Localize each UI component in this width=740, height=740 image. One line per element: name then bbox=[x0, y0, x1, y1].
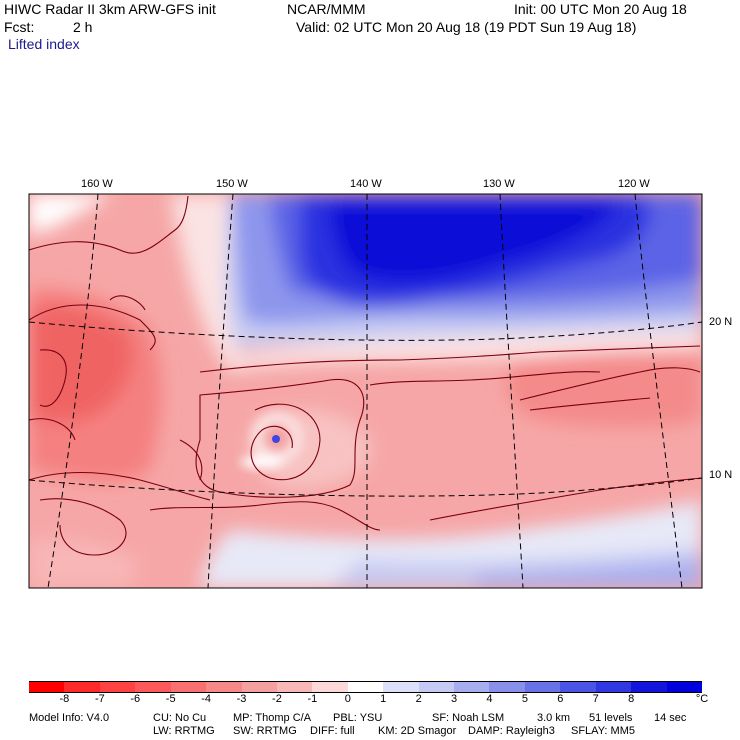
lon-label-160w: 160 W bbox=[81, 178, 113, 190]
colorbar-tick-label: 4 bbox=[486, 693, 493, 705]
model-info-item: SFLAY: MM5 bbox=[571, 725, 635, 737]
lat-label-20n: 20 N bbox=[709, 316, 733, 328]
colorbar-tick-label: 8 bbox=[628, 693, 635, 705]
model-info-item: SF: Noah LSM bbox=[432, 712, 505, 724]
map-field bbox=[29, 194, 702, 588]
model-info-item: 14 sec bbox=[654, 712, 687, 724]
colorbar-unit: °C bbox=[695, 693, 709, 705]
colorbar-tick-label: 2 bbox=[415, 693, 422, 705]
colorbar-tick-label: 7 bbox=[592, 693, 599, 705]
lon-label-140w: 140 W bbox=[350, 178, 382, 190]
graticule bbox=[29, 194, 702, 588]
colorbar-tick-label: -1 bbox=[307, 693, 318, 705]
colorbar-cell bbox=[312, 681, 349, 693]
header-fcst-value: 2 h bbox=[73, 19, 93, 35]
colorbar-cell bbox=[595, 681, 632, 693]
colorbar-cell bbox=[631, 681, 668, 693]
colorbar-tick-label: 6 bbox=[557, 693, 564, 705]
model-info-item: LW: RRTMG bbox=[153, 725, 215, 737]
model-info-item: 51 levels bbox=[589, 712, 633, 724]
colorbar-cell bbox=[29, 681, 65, 693]
storm-eye bbox=[272, 435, 280, 443]
colorbar-cell bbox=[135, 681, 172, 693]
colorbar-tick-label: 5 bbox=[521, 693, 528, 705]
header-fcst-label: Fcst: bbox=[4, 19, 35, 35]
header-org: NCAR/MMM bbox=[287, 1, 366, 17]
colorbar-cell bbox=[170, 681, 207, 693]
colorbar-tick-label: -3 bbox=[236, 693, 247, 705]
model-info-item: CU: No Cu bbox=[153, 712, 207, 724]
colorbar-cell bbox=[489, 681, 526, 693]
header-init: Init: 00 UTC Mon 20 Aug 18 bbox=[514, 1, 687, 17]
colorbar-cell bbox=[524, 681, 561, 693]
colorbar-cell bbox=[560, 681, 597, 693]
colorbar-cell bbox=[383, 681, 420, 693]
colorbar-tick-label: -8 bbox=[59, 693, 70, 705]
colorbar-tick-label: 0 bbox=[344, 693, 351, 705]
header-title: HIWC Radar II 3km ARW-GFS init bbox=[4, 1, 216, 17]
model-info-item: DAMP: Rayleigh3 bbox=[468, 725, 555, 737]
lat-label-10n: 10 N bbox=[709, 469, 733, 481]
colorbar-tick-label: -4 bbox=[201, 693, 211, 705]
colorbar-cell bbox=[64, 681, 101, 693]
model-info-item: SW: RRTMG bbox=[233, 725, 297, 737]
colorbar-tick-label: 1 bbox=[380, 693, 387, 705]
colorbar-cell bbox=[206, 681, 242, 693]
model-info-item: PBL: YSU bbox=[333, 712, 383, 724]
colorbar-cell bbox=[276, 681, 313, 693]
colorbar-cell bbox=[418, 681, 455, 693]
contour-lines bbox=[29, 195, 702, 556]
colorbar-tick-label: -7 bbox=[94, 693, 105, 705]
lon-label-130w: 130 W bbox=[483, 178, 515, 190]
colorbar-cell bbox=[241, 681, 278, 693]
model-info-item: DIFF: full bbox=[310, 725, 355, 737]
lon-label-150w: 150 W bbox=[216, 178, 248, 190]
model-info-item: 3.0 km bbox=[537, 712, 571, 724]
colorbar-cell bbox=[347, 681, 384, 693]
colorbar-cell bbox=[454, 681, 490, 693]
colorbar-cell bbox=[99, 681, 136, 693]
model-info-item: MP: Thomp C/A bbox=[233, 712, 312, 724]
model-info-item: Model Info: V4.0 bbox=[29, 712, 110, 724]
map-frame bbox=[28, 193, 703, 589]
model-info-item: KM: 2D Smagor bbox=[378, 725, 457, 737]
colorbar-tick-label: -5 bbox=[165, 693, 176, 705]
colorbar-tick-label: -6 bbox=[130, 693, 141, 705]
lon-label-120w: 120 W bbox=[618, 178, 650, 190]
field-name: Lifted index bbox=[8, 36, 80, 52]
colorbar-tick-label: -2 bbox=[272, 693, 282, 705]
header-valid: Valid: 02 UTC Mon 20 Aug 18 (19 PDT Sun … bbox=[296, 19, 637, 35]
colorbar-cell bbox=[666, 681, 703, 693]
colorbar-tick-label: 3 bbox=[450, 693, 458, 705]
